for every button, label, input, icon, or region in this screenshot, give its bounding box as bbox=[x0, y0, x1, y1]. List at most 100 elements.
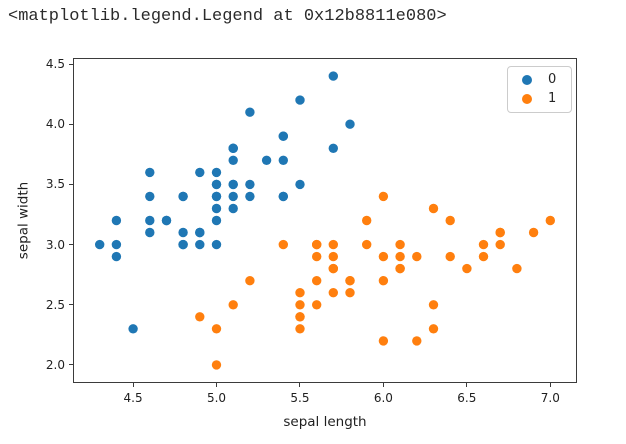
data-point-class0 bbox=[328, 71, 338, 81]
data-point-class0 bbox=[295, 179, 305, 190]
data-point-class0 bbox=[111, 251, 122, 262]
x-axis-label: sepal length bbox=[283, 414, 367, 430]
data-point-class1 bbox=[428, 300, 439, 310]
y-tick-label: 3.0 bbox=[45, 237, 65, 252]
legend-marker-class0-icon bbox=[522, 75, 532, 85]
data-point-class0 bbox=[195, 239, 205, 250]
data-point-class1 bbox=[445, 251, 455, 262]
data-point-class1 bbox=[462, 263, 472, 274]
y-tick-label: 4.0 bbox=[45, 117, 65, 132]
data-point-class1 bbox=[362, 239, 372, 250]
data-point-class0 bbox=[145, 215, 155, 226]
data-point-class1 bbox=[412, 251, 422, 262]
data-point-class1 bbox=[428, 203, 439, 214]
x-tick-label: 5.5 bbox=[290, 391, 310, 405]
data-point-class0 bbox=[145, 167, 155, 178]
data-point-class0 bbox=[278, 191, 288, 202]
legend-label-class0: 0 bbox=[548, 72, 557, 87]
data-point-class1 bbox=[312, 300, 322, 310]
data-point-class0 bbox=[228, 191, 238, 202]
x-tick-label: 5.0 bbox=[206, 391, 227, 405]
data-point-class0 bbox=[211, 191, 222, 202]
data-point-class0 bbox=[111, 215, 122, 226]
data-point-class0 bbox=[345, 119, 355, 129]
legend-marker-class1-icon bbox=[522, 94, 532, 104]
data-point-class0 bbox=[211, 203, 222, 214]
y-tick-mark bbox=[69, 244, 73, 246]
y-tick-label: 2.5 bbox=[45, 297, 65, 312]
data-point-class0 bbox=[195, 167, 205, 178]
y-tick-label: 2.0 bbox=[45, 357, 65, 372]
data-point-class1 bbox=[328, 251, 338, 262]
data-point-class1 bbox=[378, 276, 389, 286]
x-tick-label: 6.5 bbox=[457, 391, 477, 405]
data-point-class1 bbox=[328, 288, 338, 298]
data-point-class0 bbox=[228, 179, 238, 190]
y-tick-mark bbox=[69, 63, 73, 65]
y-axis-label: sepal width bbox=[15, 181, 32, 260]
y-tick-mark bbox=[69, 183, 73, 185]
data-point-class0 bbox=[161, 215, 172, 226]
x-tick-mark bbox=[299, 383, 301, 387]
data-point-class0 bbox=[145, 227, 155, 238]
legend-item-class0: 0 bbox=[522, 73, 571, 87]
data-point-class1 bbox=[295, 288, 305, 298]
data-point-class0 bbox=[228, 155, 238, 165]
data-point-class1 bbox=[395, 251, 405, 262]
x-tick-label: 4.5 bbox=[123, 391, 143, 405]
data-point-class1 bbox=[211, 324, 222, 334]
x-tick-mark bbox=[382, 383, 384, 387]
data-point-class0 bbox=[211, 239, 222, 250]
data-point-class1 bbox=[445, 215, 455, 226]
data-point-class1 bbox=[312, 276, 322, 286]
data-point-class1 bbox=[228, 300, 238, 310]
x-tick-label: 7.0 bbox=[540, 391, 560, 405]
data-point-class1 bbox=[545, 215, 555, 226]
data-point-class0 bbox=[128, 324, 138, 334]
y-tick-mark bbox=[69, 304, 73, 306]
data-point-class0 bbox=[211, 167, 222, 178]
data-point-class0 bbox=[211, 215, 222, 226]
data-point-class1 bbox=[378, 191, 389, 202]
data-point-class1 bbox=[362, 215, 372, 226]
data-point-class0 bbox=[145, 191, 155, 202]
data-point-class1 bbox=[412, 336, 422, 346]
plot-frame bbox=[73, 58, 577, 383]
data-point-class0 bbox=[195, 227, 205, 238]
data-point-class0 bbox=[295, 95, 305, 105]
x-tick-mark bbox=[466, 383, 468, 387]
data-point-class1 bbox=[378, 251, 389, 262]
x-tick-label: 6.0 bbox=[373, 391, 393, 405]
data-point-class0 bbox=[178, 239, 188, 250]
data-point-class1 bbox=[345, 276, 355, 286]
data-point-class0 bbox=[178, 191, 188, 202]
data-point-class1 bbox=[395, 263, 405, 274]
y-tick-mark bbox=[69, 364, 73, 366]
x-tick-mark bbox=[132, 383, 134, 387]
data-point-class1 bbox=[478, 251, 489, 262]
data-point-class1 bbox=[512, 263, 522, 274]
data-point-class1 bbox=[478, 239, 489, 250]
legend-item-class1: 1 bbox=[522, 92, 571, 106]
data-point-class0 bbox=[228, 203, 238, 214]
data-point-class1 bbox=[495, 239, 505, 250]
data-point-class1 bbox=[345, 288, 355, 298]
y-tick-label: 4.5 bbox=[45, 57, 65, 72]
data-point-class1 bbox=[328, 263, 338, 274]
data-point-class1 bbox=[528, 227, 539, 238]
data-point-class1 bbox=[395, 239, 405, 250]
x-tick-mark bbox=[549, 383, 551, 387]
y-tick-mark bbox=[69, 123, 73, 125]
data-point-class1 bbox=[211, 360, 222, 370]
data-point-class1 bbox=[295, 324, 305, 334]
data-point-class1 bbox=[295, 312, 305, 322]
data-point-class1 bbox=[378, 336, 389, 346]
data-point-class1 bbox=[328, 239, 338, 250]
data-point-class0 bbox=[245, 107, 255, 117]
data-point-class1 bbox=[195, 312, 205, 322]
data-point-class0 bbox=[95, 239, 105, 250]
legend-label-class1: 1 bbox=[548, 91, 557, 106]
data-point-class0 bbox=[111, 239, 122, 250]
y-tick-label: 3.5 bbox=[45, 177, 65, 192]
data-point-class0 bbox=[278, 155, 288, 165]
